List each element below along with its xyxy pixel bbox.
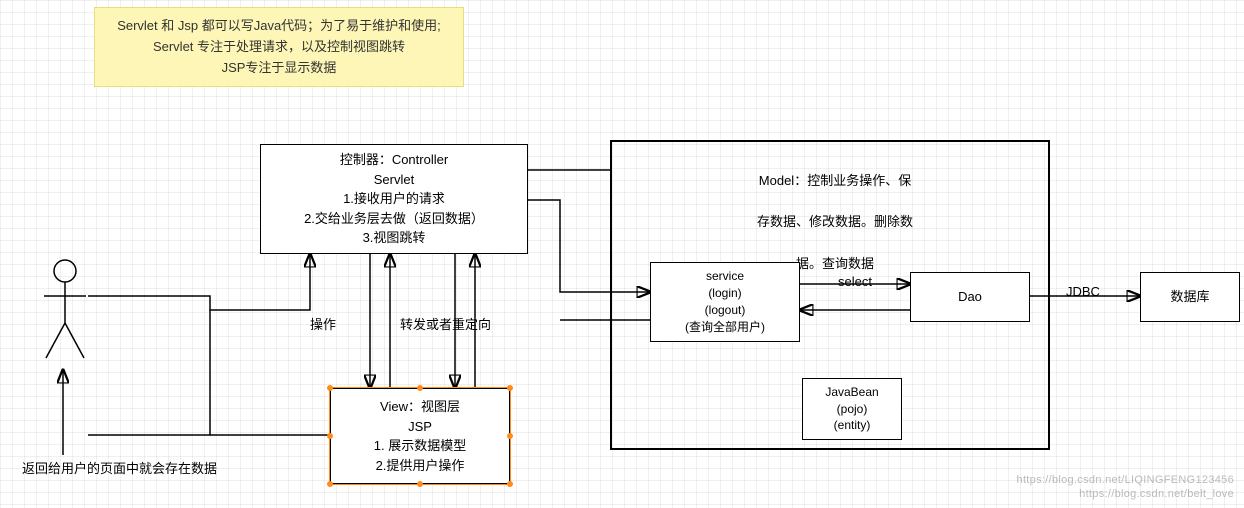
service-l1: service <box>706 268 744 285</box>
bean-l3: (entity) <box>834 417 871 434</box>
view-sub: JSP <box>408 417 432 437</box>
controller-l2: 2.交给业务层去做（返回数据） <box>304 209 484 229</box>
dao-label: Dao <box>958 287 982 307</box>
label-return: 返回给用户的页面中就会存在数据 <box>22 458 217 477</box>
controller-sub: Servlet <box>374 170 414 190</box>
controller-title: 控制器：Controller <box>340 150 448 170</box>
database-box: 数据库 <box>1140 272 1240 322</box>
note-line2: Servlet 专注于处理请求，以及控制视图跳转 <box>109 37 449 58</box>
service-l3: (logout) <box>705 302 746 319</box>
controller-l3: 3.视图跳转 <box>363 228 426 248</box>
note-line3: JSP专注于显示数据 <box>109 58 449 79</box>
note-box: Servlet 和 Jsp 都可以写Java代码；为了易于维护和使用; Serv… <box>94 7 464 87</box>
dao-box: Dao <box>910 272 1030 322</box>
note-line1: Servlet 和 Jsp 都可以写Java代码；为了易于维护和使用; <box>109 16 449 37</box>
label-forward: 转发或者重定向 <box>400 314 491 333</box>
user-icon <box>40 258 90 368</box>
view-l2: 2.提供用户操作 <box>376 456 465 476</box>
watermark-2: https://blog.csdn.net/belt_love <box>1079 488 1234 500</box>
model-title-l2: 存数据、修改数据。删除数 <box>735 212 935 233</box>
view-title: View：视图层 <box>380 397 460 417</box>
label-operate: 操作 <box>310 314 336 333</box>
view-l1: 1. 展示数据模型 <box>374 436 466 456</box>
label-select: select <box>838 274 872 289</box>
service-l2: (login) <box>708 285 741 302</box>
controller-l1: 1.接收用户的请求 <box>343 189 445 209</box>
javabean-box: JavaBean (pojo) (entity) <box>802 378 902 440</box>
controller-box: 控制器：Controller Servlet 1.接收用户的请求 2.交给业务层… <box>260 144 528 254</box>
label-jdbc: JDBC <box>1066 284 1100 299</box>
bean-l2: (pojo) <box>837 401 868 418</box>
model-title-l1: Model：控制业务操作、保 <box>735 171 935 192</box>
bean-l1: JavaBean <box>825 384 878 401</box>
service-box: service (login) (logout) (查询全部用户) <box>650 262 800 342</box>
service-l4: (查询全部用户) <box>685 319 765 336</box>
view-box: View：视图层 JSP 1. 展示数据模型 2.提供用户操作 <box>330 388 510 484</box>
db-label: 数据库 <box>1170 287 1209 307</box>
watermark-1: https://blog.csdn.net/LIQINGFENG123456 <box>1017 474 1234 486</box>
